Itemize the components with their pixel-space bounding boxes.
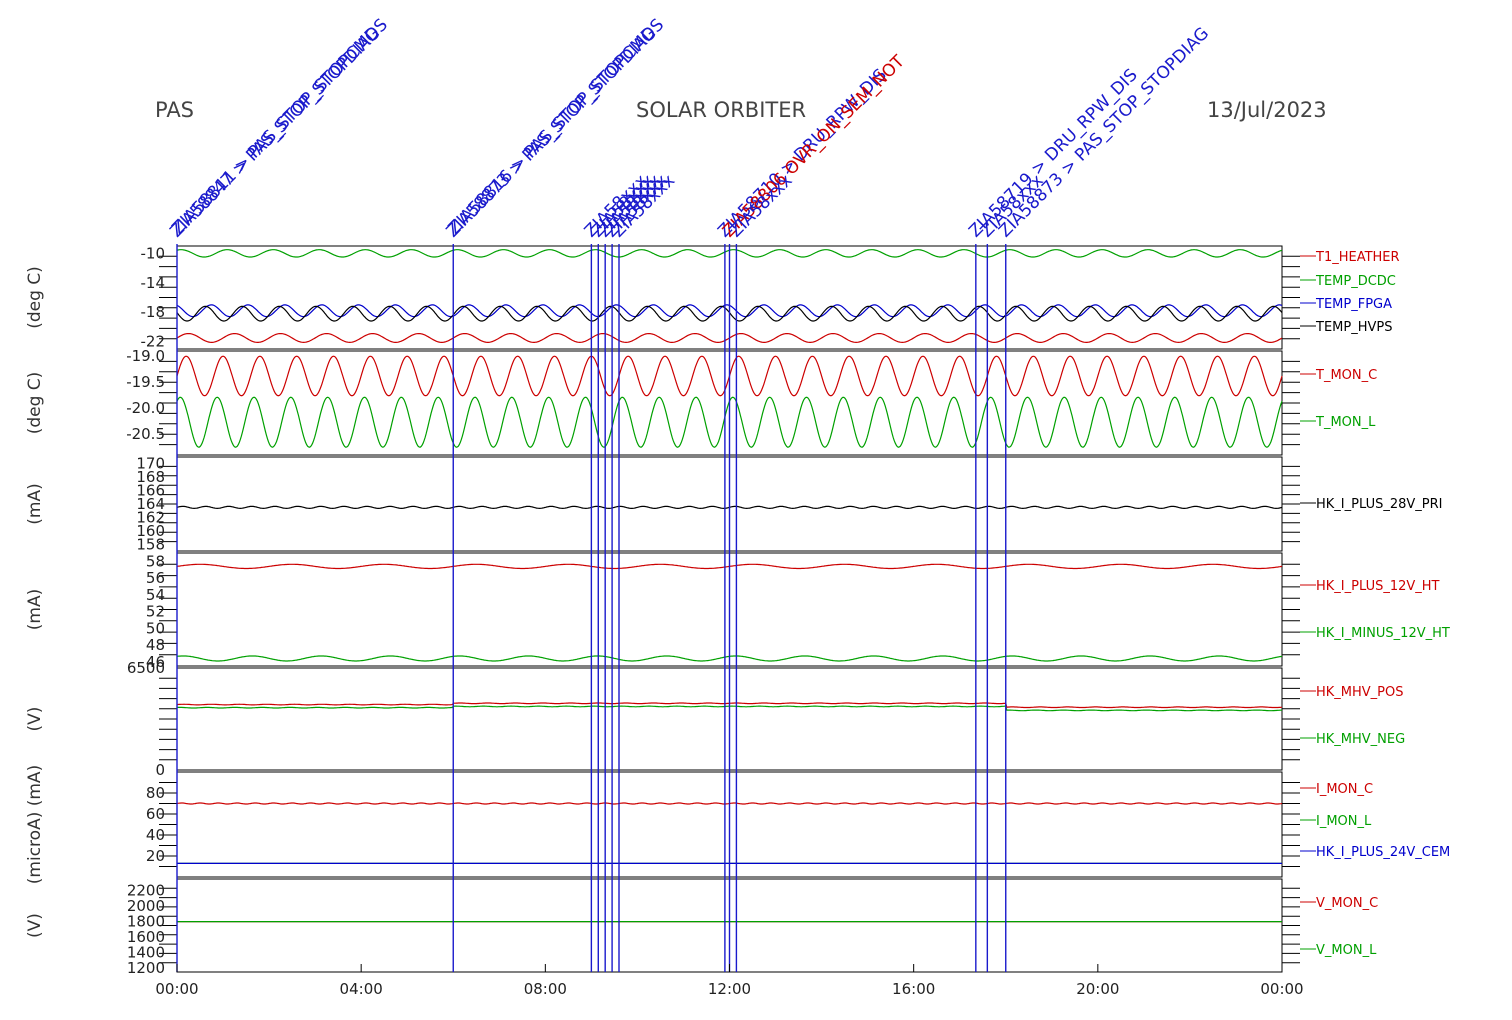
y-tick-label: 1800 bbox=[127, 913, 165, 931]
event-annotation: ZIA58873 > PAS_STOP_STOPDIAG bbox=[995, 24, 1213, 242]
y-tick-label: 6500 bbox=[127, 659, 165, 677]
y-tick-label: -20.5 bbox=[126, 425, 165, 443]
x-tick-label: 00:00 bbox=[1260, 980, 1303, 998]
y-tick-label: -10 bbox=[141, 244, 166, 262]
event-markers bbox=[176, 244, 1007, 972]
legend-label: HK_MHV_NEG bbox=[1316, 732, 1405, 747]
x-tick-label: 16:00 bbox=[892, 980, 935, 998]
panel-2: -19.0 -19.5 -20.0 -20.5 (deg C) T_MON_C T_MON_… bbox=[25, 347, 1377, 456]
y-tick-label: 162 bbox=[136, 508, 165, 526]
y-tick-label: 58 bbox=[146, 552, 165, 570]
y-axis-label: (mA) bbox=[25, 483, 45, 524]
legend-label: HK_MHV_POS bbox=[1316, 685, 1404, 700]
x-tick-label: 00:00 bbox=[155, 980, 198, 998]
legend-label: T_MON_C bbox=[1315, 368, 1377, 383]
event-annotation: ZIA58811 > PAS_STOP_STOPCMDS bbox=[168, 15, 391, 238]
legend-label: I_MON_L bbox=[1316, 814, 1372, 829]
y-tick-label: 60 bbox=[146, 805, 165, 823]
y-tick-label: 1200 bbox=[127, 959, 165, 977]
header-center: SOLAR ORBITER bbox=[636, 98, 806, 122]
y-tick-label: 166 bbox=[136, 482, 165, 500]
x-axis: 00:00 04:00 08:00 12:00 16:00 20:00 00:00 bbox=[155, 964, 1304, 998]
y-axis-label: (V) bbox=[25, 913, 45, 938]
y-tick-label: 48 bbox=[146, 636, 165, 654]
y-tick-label: 160 bbox=[136, 522, 165, 540]
legend-label: HK_I_PLUS_12V_HT bbox=[1316, 579, 1440, 594]
header-right: 13/Jul/2023 bbox=[1207, 98, 1327, 122]
y-tick-label: 170 bbox=[136, 455, 165, 473]
y-tick-label: 50 bbox=[146, 619, 165, 637]
y-tick-label: 2000 bbox=[127, 897, 165, 915]
y-tick-label: 46 bbox=[146, 653, 165, 671]
y-tick-label: 40 bbox=[146, 826, 165, 844]
y-tick-label: -18 bbox=[141, 303, 166, 321]
x-tick-label: 08:00 bbox=[524, 980, 567, 998]
y-tick-label: 1400 bbox=[127, 944, 165, 962]
legend-label: I_MON_C bbox=[1316, 782, 1373, 797]
legend-label: HK_I_PLUS_28V_PRI bbox=[1316, 497, 1442, 512]
y-tick-label: 1600 bbox=[127, 928, 165, 946]
x-tick-label: 20:00 bbox=[1076, 980, 1119, 998]
y-axis-label: (deg C) bbox=[25, 266, 45, 329]
legend-label: TEMP_DCDC bbox=[1315, 274, 1396, 289]
legend-label: V_MON_C bbox=[1316, 896, 1378, 911]
y-tick-label: 52 bbox=[146, 603, 165, 621]
y-tick-label: -19.0 bbox=[126, 347, 165, 365]
legend-label: HK_I_PLUS_24V_CEM bbox=[1316, 845, 1450, 860]
y-tick-label: 56 bbox=[146, 569, 165, 587]
x-tick-label: 04:00 bbox=[340, 980, 383, 998]
y-tick-label: 80 bbox=[146, 784, 165, 802]
y-tick-label: 0 bbox=[155, 761, 165, 779]
panel-1: -10 -14 -18 -22 (deg C) T1_HEATHER TEMP_DCDC TE… bbox=[25, 244, 1400, 350]
y-tick-label: 20 bbox=[146, 847, 165, 865]
legend-label: T1_HEATHER bbox=[1315, 250, 1400, 265]
y-axis-label: (microA) (mA) bbox=[25, 765, 45, 884]
legend-label: TEMP_HVPS bbox=[1315, 320, 1392, 335]
y-axis-label: (deg C) bbox=[25, 372, 45, 435]
y-axis-label: (mA) bbox=[25, 589, 45, 630]
panel-5: 0 6500 (V) HK_MHV_POS HK_MHV_NEG bbox=[25, 659, 1405, 779]
y-tick-label: 2200 bbox=[127, 882, 165, 900]
y-axis-label: (V) bbox=[25, 707, 45, 732]
legend-label: T_MON_L bbox=[1315, 415, 1376, 430]
legend-label: TEMP_FPGA bbox=[1315, 297, 1392, 312]
panel-6: 20 40 60 80 (microA) (mA) I_MON_C I_MON_L HK_I_… bbox=[25, 765, 1450, 884]
y-tick-label: 164 bbox=[136, 495, 165, 513]
y-tick-label: -20.0 bbox=[126, 399, 165, 417]
x-tick-label: 12:00 bbox=[708, 980, 751, 998]
y-tick-label: -19.5 bbox=[126, 373, 165, 391]
header-left: PAS bbox=[155, 98, 194, 122]
y-tick-label: 158 bbox=[136, 535, 165, 553]
legend-label: V_MON_L bbox=[1316, 943, 1377, 958]
panels: -10 -14 -18 -22 (deg C) T1_HEATHER TEMP_DCDC TE… bbox=[25, 244, 1450, 977]
y-tick-label: -22 bbox=[141, 333, 166, 351]
y-tick-label: 168 bbox=[136, 468, 165, 486]
y-tick-label: -14 bbox=[141, 274, 166, 292]
legend-label: HK_I_MINUS_12V_HT bbox=[1316, 626, 1450, 641]
y-tick-label: 54 bbox=[146, 586, 165, 604]
